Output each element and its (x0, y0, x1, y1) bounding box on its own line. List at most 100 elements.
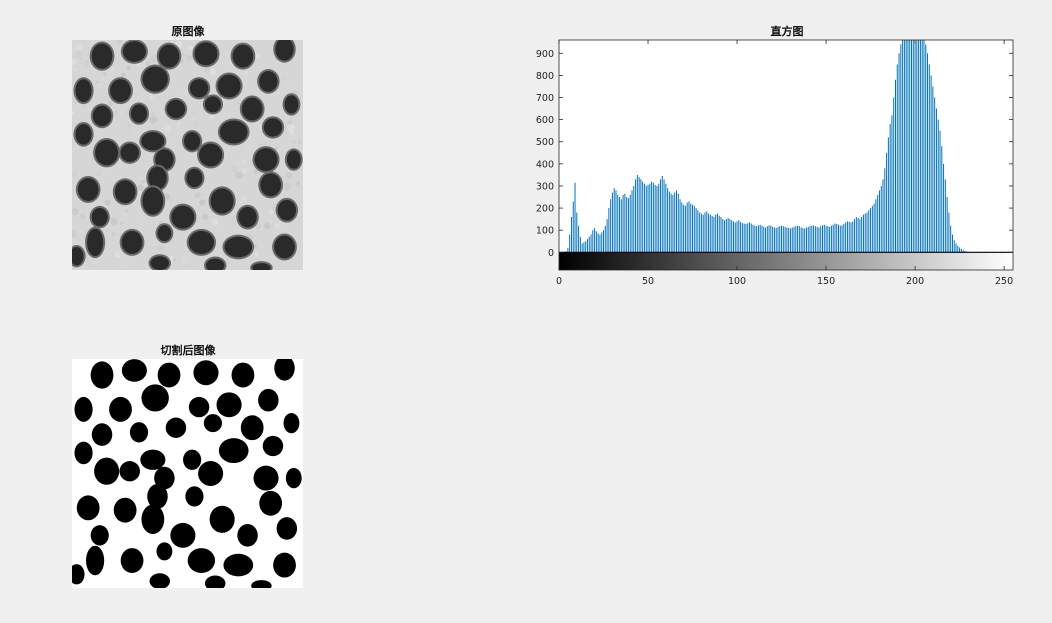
texture-speckle (246, 146, 252, 152)
segmented-blob (90, 361, 114, 389)
segmented-blob (94, 457, 120, 485)
x-tick-label: 200 (906, 276, 924, 287)
texture-speckle (72, 75, 78, 83)
y-tick-label: 200 (536, 204, 554, 215)
segmented-blob (76, 495, 100, 521)
cell-blob (284, 95, 299, 114)
segmented-blob (141, 504, 165, 535)
cell-blob (188, 230, 215, 254)
texture-speckle (234, 174, 237, 177)
texture-speckle (72, 42, 76, 46)
texture-speckle (106, 166, 111, 172)
texture-speckle (111, 232, 116, 236)
texture-speckle (274, 57, 277, 61)
segmented-blob (90, 525, 109, 546)
texture-speckle (149, 95, 154, 99)
segmented-blob (140, 449, 166, 470)
texture-speckle (72, 59, 77, 65)
cell-blob (158, 44, 180, 68)
x-tick-label: 100 (728, 276, 746, 287)
segmented-blob (165, 417, 187, 438)
segmented-blob (237, 524, 258, 547)
y-tick-label: 800 (536, 71, 554, 82)
cell-blob (155, 149, 174, 170)
texture-speckle (285, 190, 288, 193)
original-image-title: 原图像 (171, 25, 205, 38)
texture-speckle (110, 217, 118, 226)
texture-speckle (152, 112, 155, 116)
texture-speckle (136, 63, 140, 67)
cell-blob (150, 256, 170, 270)
texture-speckle (72, 170, 79, 178)
segmented-blob (253, 465, 279, 491)
original-image-canvas (72, 40, 303, 270)
texture-speckle (171, 239, 178, 247)
cell-blob (91, 207, 108, 227)
texture-speckle (289, 130, 295, 136)
texture-speckle (296, 249, 300, 253)
segmented-blob (91, 423, 113, 446)
segmented-blob (258, 388, 279, 412)
texture-speckle (172, 125, 176, 129)
cell-blob (141, 132, 165, 151)
texture-speckle (127, 123, 131, 128)
texture-speckle (86, 261, 93, 267)
y-tick-label: 900 (536, 49, 554, 60)
texture-speckle (285, 172, 292, 179)
cell-blob (142, 66, 168, 92)
texture-speckle (126, 66, 131, 71)
x-tick-label: 0 (556, 276, 562, 287)
texture-speckle (182, 90, 189, 96)
texture-speckle (301, 42, 303, 45)
texture-speckle (75, 43, 83, 51)
cell-blob (122, 41, 146, 62)
texture-speckle (72, 110, 75, 115)
cell-blob (148, 166, 167, 190)
cell-blob (252, 263, 271, 270)
texture-speckle (231, 165, 239, 172)
y-tick-label: 300 (536, 181, 554, 192)
segmented-blob (203, 414, 222, 433)
cell-blob (77, 178, 99, 201)
segmented-blob (156, 542, 173, 561)
texture-speckle (283, 77, 287, 81)
histogram-title: 直方图 (770, 25, 804, 38)
cell-blob (95, 140, 119, 166)
cell-blob (199, 143, 223, 167)
cell-blob (189, 79, 209, 98)
y-tick-label: 0 (548, 248, 554, 259)
cell-blob (219, 120, 248, 144)
segmented-blob (74, 441, 93, 465)
texture-speckle (83, 59, 92, 68)
texture-speckle (209, 68, 216, 76)
segmented-blob (149, 573, 171, 588)
axes-box (558, 39, 1014, 271)
texture-speckle (224, 50, 232, 58)
segmented-blob (285, 467, 302, 489)
texture-speckle (267, 209, 274, 215)
texture-speckle (96, 80, 99, 84)
texture-speckle (158, 245, 165, 252)
segmented-blob (193, 360, 219, 386)
cell-blob (114, 180, 136, 204)
cell-blob (166, 99, 186, 119)
cell-blob (72, 247, 84, 266)
cell-blob (157, 225, 172, 242)
texture-speckle (274, 146, 278, 150)
texture-speckle (114, 251, 121, 259)
original-image (72, 40, 303, 270)
texture-speckle (187, 55, 193, 61)
cell-blob (171, 205, 195, 229)
texture-speckle (178, 122, 181, 126)
segmented-blob (188, 396, 210, 418)
cell-blob (260, 173, 282, 197)
cell-blob (184, 132, 201, 151)
cell-blob (263, 118, 283, 137)
texture-speckle (142, 180, 145, 183)
texture-speckle (199, 199, 206, 206)
texture-speckle (200, 66, 206, 71)
texture-speckle (103, 71, 108, 76)
x-tick-label: 150 (817, 276, 835, 287)
texture-speckle (120, 72, 126, 78)
